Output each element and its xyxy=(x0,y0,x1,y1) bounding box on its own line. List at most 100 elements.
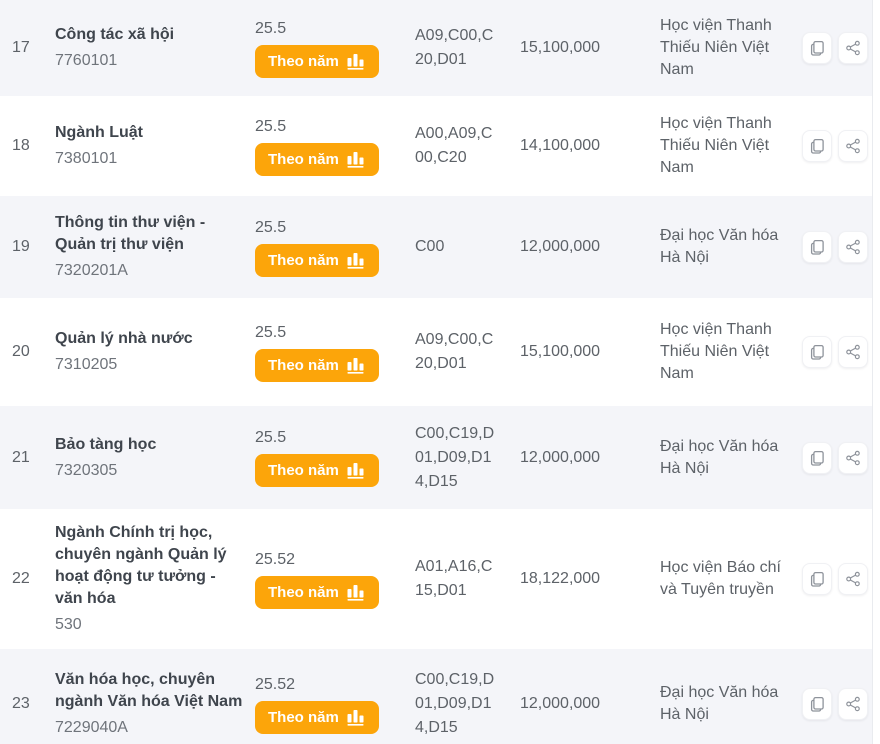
major-name[interactable]: Văn hóa học, chuyên ngành Văn hóa Việt N… xyxy=(55,671,243,710)
theo-nam-label: Theo năm xyxy=(268,52,339,70)
share-icon xyxy=(846,571,860,587)
share-icon xyxy=(846,239,860,255)
share-button[interactable] xyxy=(838,32,868,64)
major-code: 7229040A xyxy=(55,719,128,736)
row-index: 19 xyxy=(12,238,30,255)
major-name[interactable]: Quản lý nhà nước xyxy=(55,330,193,347)
theo-nam-label: Theo năm xyxy=(268,251,339,269)
share-button[interactable] xyxy=(838,688,868,720)
bar-chart-icon xyxy=(347,53,364,70)
theo-nam-label: Theo năm xyxy=(268,150,339,168)
share-icon xyxy=(846,138,860,154)
major-name[interactable]: Ngành Chính trị học, chuyên ngành Quản l… xyxy=(55,524,227,607)
major-name[interactable]: Bảo tàng học xyxy=(55,435,157,453)
share-button[interactable] xyxy=(838,441,868,474)
copy-icon xyxy=(810,40,824,56)
row-index: 18 xyxy=(12,137,30,154)
benchmark-score: 25.5 xyxy=(255,429,287,446)
share-icon xyxy=(846,344,860,360)
subject-combinations: A00,A09,C00,C20 xyxy=(415,125,493,166)
share-button[interactable] xyxy=(838,130,868,162)
university-name[interactable]: Học viện Báo chí và Tuyên truyền xyxy=(660,559,781,598)
bar-chart-icon xyxy=(347,252,364,269)
bar-chart-icon xyxy=(347,151,364,168)
copy-icon xyxy=(810,138,824,154)
copy-button[interactable] xyxy=(802,231,832,263)
subject-combinations: A01,A16,C15,D01 xyxy=(415,558,493,599)
tuition-fee: 12,000,000 xyxy=(520,695,601,712)
table-row: 20 Quản lý nhà nước 7310205 25.5 Theo nă… xyxy=(0,298,872,406)
table-row: 17 Công tác xã hội 7760101 25.5 Theo năm… xyxy=(0,0,872,96)
subject-combinations: A09,C00,C20,D01 xyxy=(415,27,494,68)
theo-nam-button[interactable]: Theo năm xyxy=(255,454,379,487)
copy-button[interactable] xyxy=(802,563,832,595)
copy-icon xyxy=(810,571,824,587)
benchmark-score: 25.5 xyxy=(255,117,287,135)
theo-nam-label: Theo năm xyxy=(268,462,339,479)
major-name[interactable]: Ngành Luật xyxy=(55,124,143,141)
benchmark-score: 25.5 xyxy=(255,218,287,236)
subject-combinations: C00,C19,D01,D09,D14,D15 xyxy=(415,424,495,490)
share-button[interactable] xyxy=(838,563,868,595)
major-code: 7320201A xyxy=(55,262,128,279)
row-index: 22 xyxy=(12,570,30,587)
university-name[interactable]: Học viện Thanh Thiếu Niên Việt Nam xyxy=(660,115,772,176)
university-name[interactable]: Học viện Thanh Thiếu Niên Việt Nam xyxy=(660,321,772,382)
tuition-fee: 15,100,000 xyxy=(520,39,601,56)
subject-combinations: A09,C00,C20,D01 xyxy=(415,331,494,372)
copy-icon xyxy=(810,239,824,255)
benchmark-score: 25.52 xyxy=(255,675,296,693)
major-code: 530 xyxy=(55,616,82,633)
major-name[interactable]: Công tác xã hội xyxy=(55,26,175,43)
copy-icon xyxy=(810,696,824,712)
copy-icon xyxy=(810,344,824,360)
major-code: 7760101 xyxy=(55,52,118,69)
major-name[interactable]: Thông tin thư viện - Quản trị thư viện xyxy=(55,214,206,253)
bar-chart-icon xyxy=(347,584,364,601)
subject-combinations: C00,C19,D01,D09,D14,D15 xyxy=(415,671,495,736)
tuition-fee: 12,000,000 xyxy=(520,238,601,255)
university-name[interactable]: Học viện Thanh Thiếu Niên Việt Nam xyxy=(660,17,772,78)
theo-nam-button[interactable]: Theo năm xyxy=(255,44,379,78)
university-name[interactable]: Đại học Văn hóa Hà Nội xyxy=(660,437,779,477)
row-index: 17 xyxy=(12,39,30,56)
share-button[interactable] xyxy=(838,336,868,368)
university-name[interactable]: Đại học Văn hóa Hà Nội xyxy=(660,684,779,723)
benchmark-score: 25.52 xyxy=(255,550,296,568)
university-name[interactable]: Đại học Văn hóa Hà Nội xyxy=(660,227,779,266)
copy-icon xyxy=(810,450,824,466)
major-code: 7320305 xyxy=(55,461,118,479)
row-index: 23 xyxy=(12,695,30,712)
theo-nam-button[interactable]: Theo năm xyxy=(255,142,379,176)
share-icon xyxy=(846,450,860,465)
share-button[interactable] xyxy=(838,231,868,263)
theo-nam-button[interactable]: Theo năm xyxy=(255,348,379,382)
major-code: 7310205 xyxy=(55,356,118,373)
tuition-fee: 18,122,000 xyxy=(520,570,601,587)
benchmark-score: 25.5 xyxy=(255,323,287,341)
copy-button[interactable] xyxy=(802,688,832,720)
share-icon xyxy=(846,696,860,712)
theo-nam-label: Theo năm xyxy=(268,356,339,374)
major-code: 7380101 xyxy=(55,150,118,167)
copy-button[interactable] xyxy=(802,130,832,162)
share-icon xyxy=(846,40,860,56)
bar-chart-icon xyxy=(347,463,364,479)
copy-button[interactable] xyxy=(802,441,832,474)
row-index: 20 xyxy=(12,343,30,360)
copy-button[interactable] xyxy=(802,32,832,64)
bar-chart-icon xyxy=(347,357,364,374)
table-row: 18 Ngành Luật 7380101 25.5 Theo năm A00,… xyxy=(0,96,872,196)
table-row: 23 Văn hóa học, chuyên ngành Văn hóa Việ… xyxy=(0,649,872,744)
theo-nam-button[interactable]: Theo năm xyxy=(255,700,379,734)
theo-nam-button[interactable]: Theo năm xyxy=(255,243,379,277)
tuition-fee: 14,100,000 xyxy=(520,137,601,154)
tuition-fee: 15,100,000 xyxy=(520,343,601,360)
row-index: 21 xyxy=(12,448,30,466)
theo-nam-button[interactable]: Theo năm xyxy=(255,575,379,609)
benchmark-score: 25.5 xyxy=(255,19,287,37)
table-row: 22 Ngành Chính trị học, chuyên ngành Quả… xyxy=(0,509,872,649)
copy-button[interactable] xyxy=(802,336,832,368)
table-row: 19 Thông tin thư viện - Quản trị thư việ… xyxy=(0,196,872,298)
